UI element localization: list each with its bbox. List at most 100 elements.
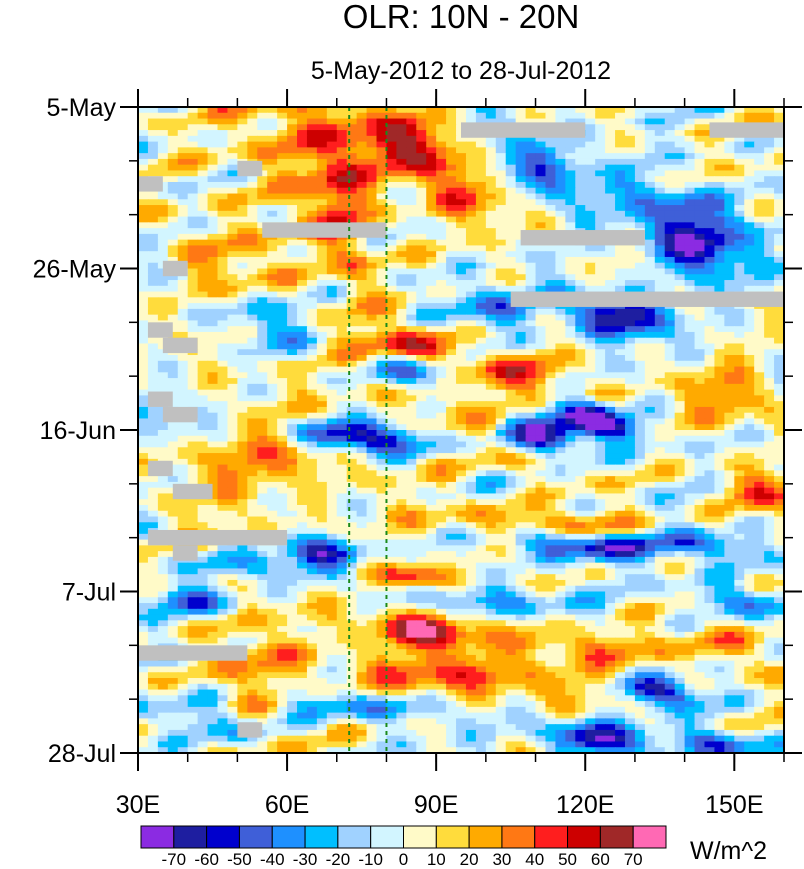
heatmap-cell [406, 395, 417, 402]
heatmap-cell [217, 406, 229, 414]
heatmap-cell [416, 308, 427, 316]
heatmap-cell [684, 141, 696, 148]
heatmap-cell [495, 164, 507, 172]
heatmap-cell [654, 170, 666, 177]
heatmap-cell [605, 533, 616, 541]
heatmap-cell [465, 476, 477, 483]
heatmap-cell [734, 222, 745, 229]
heatmap-cell [406, 107, 417, 114]
heatmap-cell [277, 268, 288, 275]
heatmap-cell [485, 176, 497, 183]
heatmap-cell [297, 280, 308, 287]
heatmap-cell [446, 228, 457, 235]
heatmap-cell [157, 291, 169, 298]
heatmap-cell [227, 401, 238, 408]
heatmap-cell [525, 522, 537, 529]
heatmap-cell [207, 470, 219, 477]
heatmap-cell [734, 170, 745, 177]
heatmap-cell [555, 153, 566, 160]
heatmap-cell [197, 343, 209, 350]
heatmap-cell [754, 337, 765, 345]
heatmap-cell [396, 447, 407, 454]
heatmap-cell [326, 470, 338, 477]
heatmap-cell [336, 487, 348, 495]
heatmap-cell [366, 164, 378, 172]
heatmap-cell [634, 476, 646, 483]
heatmap-cell [297, 262, 308, 270]
heatmap-cell [237, 262, 248, 270]
heatmap-cell [585, 487, 596, 495]
heatmap-cell [555, 476, 566, 483]
heatmap-cell [207, 256, 219, 264]
heatmap-cell [197, 164, 209, 172]
heatmap-cell [277, 441, 288, 448]
heatmap-cell [406, 337, 417, 345]
heatmap-cell [227, 164, 238, 172]
heatmap-cell [396, 395, 407, 402]
heatmap-cell [734, 355, 745, 362]
heatmap-cell [247, 366, 258, 373]
heatmap-cell [306, 210, 318, 218]
heatmap-cell [217, 107, 229, 114]
heatmap-cell [764, 320, 775, 327]
heatmap-cell [634, 528, 646, 535]
heatmap-cell [684, 470, 696, 477]
heatmap-cell [754, 493, 765, 500]
heatmap-cell [545, 522, 557, 529]
heatmap-cell [207, 158, 219, 166]
heatmap-cell [634, 118, 646, 125]
heatmap-cell [515, 170, 527, 177]
heatmap-cell [287, 245, 298, 252]
heatmap-cell [167, 401, 179, 408]
heatmap-cell [217, 337, 229, 345]
heatmap-cell [714, 153, 725, 160]
heatmap-cell [257, 216, 268, 223]
heatmap-cell [605, 130, 616, 137]
heatmap-cell [595, 199, 606, 206]
heatmap-cell [187, 181, 199, 189]
heatmap-cell [535, 170, 547, 177]
heatmap-cell [287, 430, 298, 437]
heatmap-cell [714, 430, 725, 437]
heatmap-cell [316, 262, 328, 270]
heatmap-cell [217, 268, 229, 275]
heatmap-cell [157, 481, 169, 489]
heatmap-cell [674, 280, 686, 287]
heatmap-cell [287, 216, 298, 223]
heatmap-cell [306, 331, 318, 339]
heatmap-cell [287, 481, 298, 489]
heatmap-cell [505, 147, 517, 154]
heatmap-cell [157, 245, 169, 252]
heatmap-cell [456, 210, 467, 218]
heatmap-cell [545, 262, 557, 270]
heatmap-cell [565, 424, 576, 431]
heatmap-cell [734, 308, 745, 316]
heatmap-cell [177, 170, 189, 177]
heatmap-cell [535, 435, 547, 443]
heatmap-cell [634, 164, 646, 172]
heatmap-cell [605, 280, 616, 287]
heatmap-cell [535, 424, 547, 431]
heatmap-cell [505, 522, 517, 529]
heatmap-cell [138, 205, 149, 212]
heatmap-cell [575, 256, 586, 264]
heatmap-cell [605, 222, 616, 229]
heatmap-cell [197, 458, 209, 466]
heatmap-cell [654, 406, 666, 414]
heatmap-cell [525, 245, 537, 252]
heatmap-cell [495, 395, 507, 402]
heatmap-cell [704, 170, 716, 177]
heatmap-cell [595, 280, 606, 287]
heatmap-cell [515, 441, 527, 448]
heatmap-cell [306, 533, 318, 541]
heatmap-cell [485, 199, 497, 206]
heatmap-cell [267, 389, 278, 396]
heatmap-cell [306, 545, 318, 552]
heatmap-cell [644, 205, 656, 212]
heatmap-cell [177, 326, 189, 333]
heatmap-cell [287, 389, 298, 396]
heatmap-cell [585, 107, 596, 114]
heatmap-cell [505, 308, 517, 316]
heatmap-cell [774, 401, 785, 408]
heatmap-cell [336, 453, 348, 460]
